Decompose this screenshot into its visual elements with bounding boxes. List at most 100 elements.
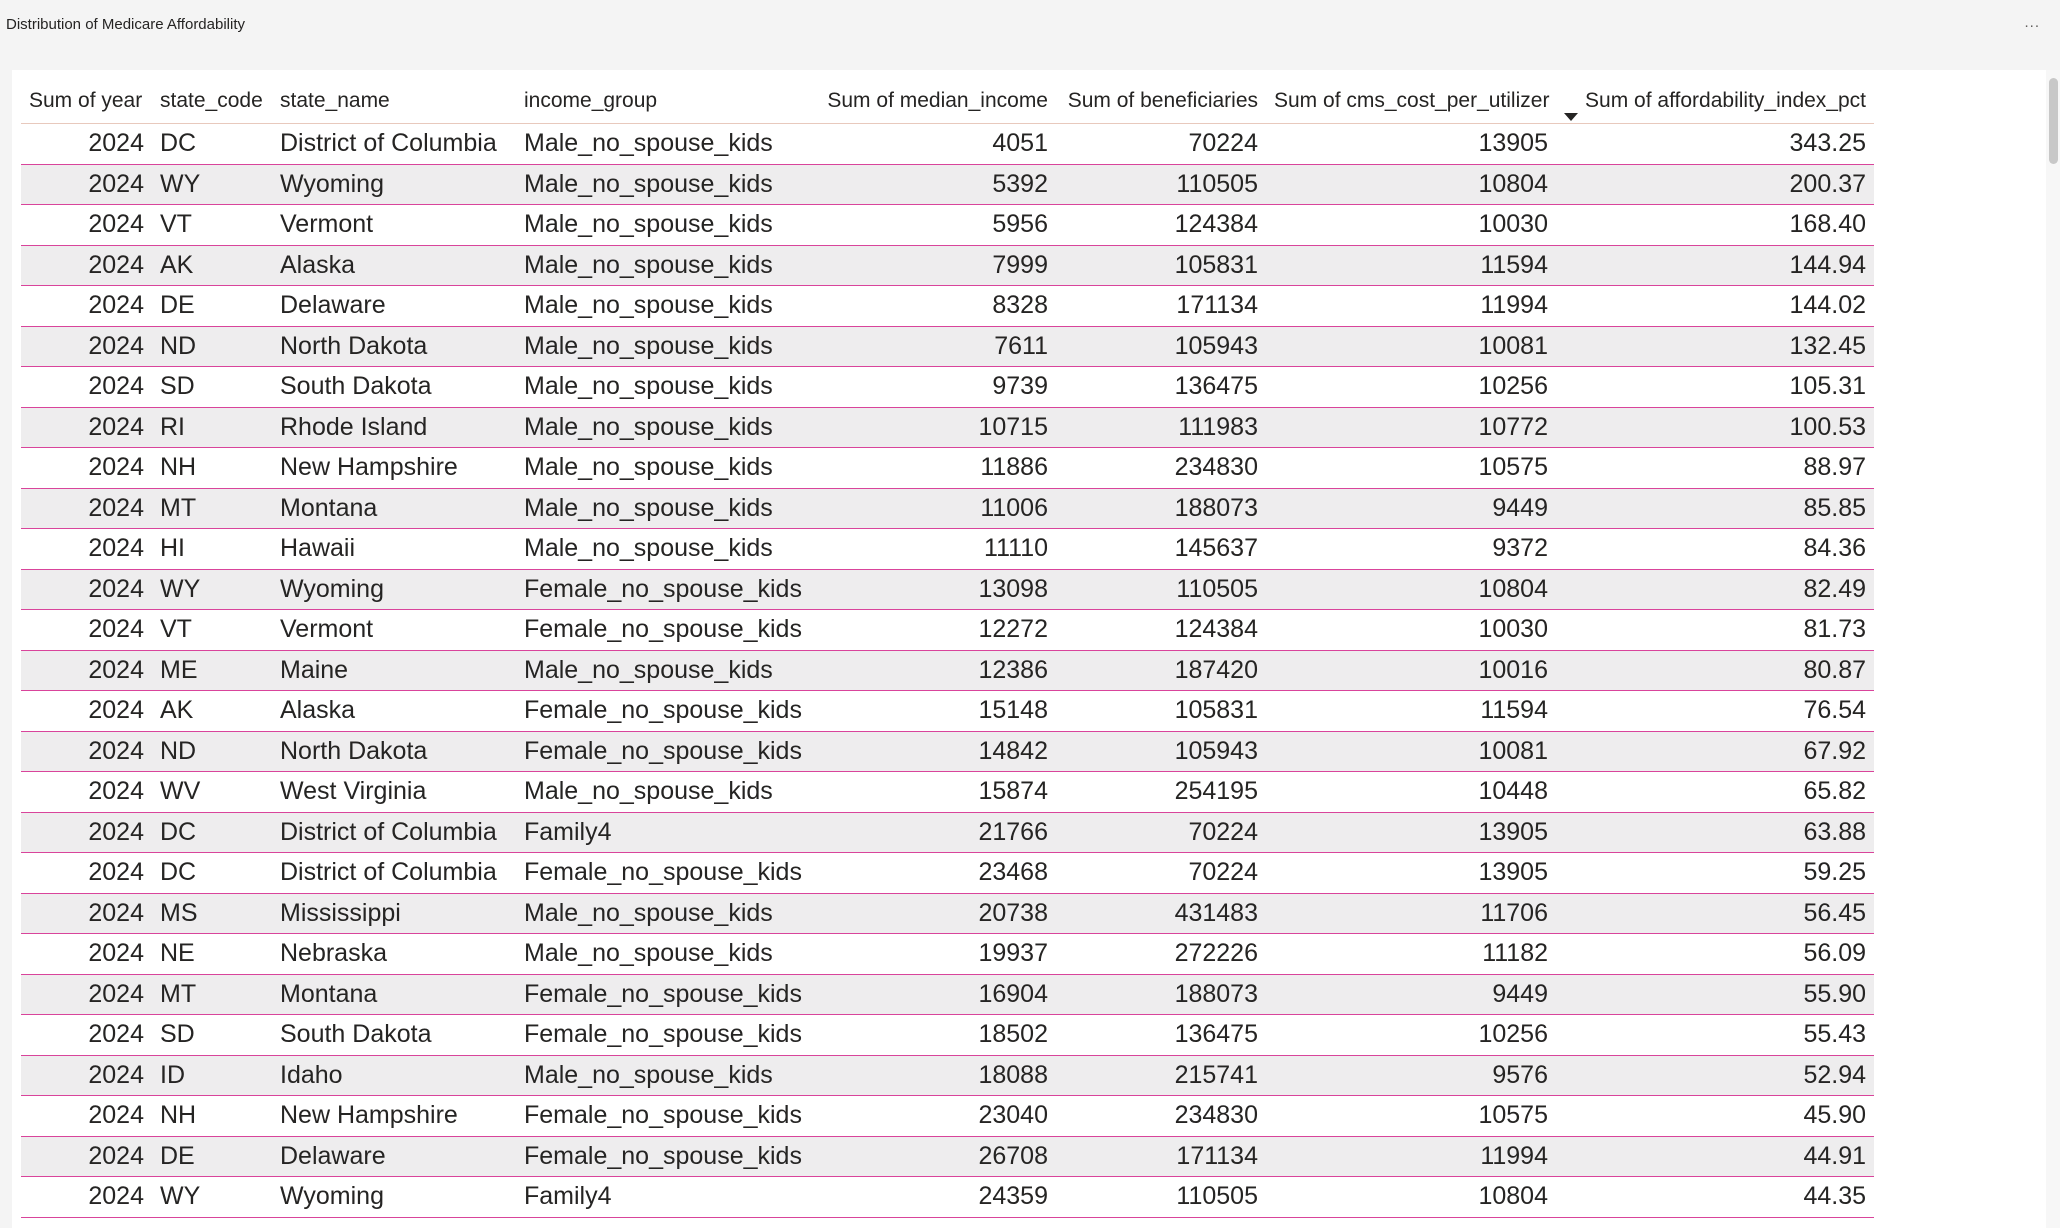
cell-median-income: 23040 [816, 1095, 1056, 1137]
cell-median-income: 11110 [816, 528, 1056, 570]
cell-cms-cost: 10448 [1266, 771, 1556, 813]
cell-beneficiaries: 171134 [1056, 285, 1266, 327]
cell-state-name: District of Columbia [272, 852, 516, 894]
cell-median-income: 4051 [816, 123, 1056, 165]
table-row[interactable]: 2024 NH New Hampshire Male_no_spouse_kids 11… [21, 447, 1874, 489]
cell-state-code: AK [152, 245, 272, 286]
cell-income-group: Male_no_spouse_kids [516, 123, 816, 165]
cell-income-group: Female_no_spouse_kids [516, 1136, 816, 1177]
table-row[interactable]: 2024 NE Nebraska Male_no_spouse_kids 19937 27… [21, 933, 1874, 975]
cell-state-name: Rhode Island [272, 407, 516, 448]
table-row[interactable]: 2024 VT Vermont Male_no_spouse_kids 5956 1243… [21, 204, 1874, 246]
table-row[interactable]: 2024 MT Montana Female_no_spouse_kids 16904 1… [21, 974, 1874, 1015]
table-row[interactable]: 2024 RI Rhode Island Male_no_spouse_kids 107… [21, 407, 1874, 448]
table-row[interactable]: 2024 SD South Dakota Male_no_spouse_kids 973… [21, 366, 1874, 408]
cell-median-income: 14842 [816, 731, 1056, 772]
table-row[interactable]: 2024 WY Wyoming Family4 24359 110505 10804 44.3… [21, 1176, 1874, 1218]
cell-beneficiaries: 171134 [1056, 1136, 1266, 1177]
cell-year: 2024 [21, 285, 152, 327]
column-header-state-name[interactable]: state_name [272, 79, 516, 124]
column-header-state-code[interactable]: state_code [152, 79, 272, 124]
table-row[interactable]: 2024 WY Wyoming Female_no_spouse_kids 13098 1… [21, 569, 1874, 610]
table-row[interactable]: 2024 ND North Dakota Male_no_spouse_kids 761… [21, 326, 1874, 367]
cell-income-group: Female_no_spouse_kids [516, 731, 816, 772]
cell-beneficiaries: 254195 [1056, 771, 1266, 813]
column-header-cms-cost[interactable]: Sum of cms_cost_per_utilizer [1266, 79, 1556, 124]
cell-cms-cost: 9576 [1266, 1055, 1556, 1096]
cell-year: 2024 [21, 731, 152, 772]
column-header-affordability-index[interactable]: Sum of affordability_index_pct [1556, 79, 1874, 124]
table-row[interactable]: 2024 HI Hawaii Male_no_spouse_kids 11110 1456… [21, 528, 1874, 570]
cell-income-group: Family4 [516, 1176, 816, 1218]
table-row[interactable]: 2024 AK Alaska Male_no_spouse_kids 7999 10583… [21, 245, 1874, 286]
vertical-scrollbar[interactable] [2046, 70, 2060, 1228]
table-row[interactable]: 2024 DC District of Columbia Female_no_spou… [21, 852, 1874, 894]
cell-state-name: Maine [272, 650, 516, 691]
cell-median-income: 5956 [816, 204, 1056, 246]
cell-affordability-index: 65.82 [1556, 771, 1874, 813]
cell-affordability-index: 82.49 [1556, 569, 1874, 610]
column-header-beneficiaries[interactable]: Sum of beneficiaries [1056, 79, 1266, 124]
cell-year: 2024 [21, 690, 152, 732]
table-row[interactable]: 2024 VT Vermont Female_no_spouse_kids 12272 1… [21, 609, 1874, 651]
column-header-median-income[interactable]: Sum of median_income [816, 79, 1056, 124]
cell-affordability-index: 56.09 [1556, 933, 1874, 975]
scrollbar-thumb[interactable] [2049, 78, 2058, 164]
table-row[interactable]: 2024 MS Mississippi Male_no_spouse_kids 2073… [21, 893, 1874, 934]
cell-median-income: 9739 [816, 366, 1056, 408]
cell-state-code: SD [152, 366, 272, 408]
cell-median-income: 18502 [816, 1014, 1056, 1056]
cell-median-income: 11886 [816, 447, 1056, 489]
cell-cms-cost: 11594 [1266, 690, 1556, 732]
cell-beneficiaries: 105831 [1056, 690, 1266, 732]
cell-state-code: RI [152, 407, 272, 448]
table-row[interactable]: 2024 ND North Dakota Female_no_spouse_kids 1… [21, 731, 1874, 772]
column-header-income-group[interactable]: income_group [516, 79, 816, 124]
cell-cms-cost: 9372 [1266, 528, 1556, 570]
more-options-button[interactable]: ... [2024, 14, 2040, 31]
table-row[interactable]: 2024 NH New Hampshire Female_no_spouse_kids… [21, 1095, 1874, 1137]
cell-year: 2024 [21, 1014, 152, 1056]
column-header-sum-of-year[interactable]: Sum of year [21, 79, 152, 124]
cell-year: 2024 [21, 528, 152, 570]
cell-beneficiaries: 234830 [1056, 1095, 1266, 1137]
table-row[interactable]: 2024 WY Wyoming Male_no_spouse_kids 5392 1105… [21, 164, 1874, 205]
cell-cms-cost: 11994 [1266, 1136, 1556, 1177]
table-row[interactable]: 2024 DE Delaware Male_no_spouse_kids 8328 171… [21, 285, 1874, 327]
cell-cms-cost: 11182 [1266, 933, 1556, 975]
cell-state-code: VT [152, 204, 272, 246]
cell-year: 2024 [21, 245, 152, 286]
table-row[interactable]: 2024 MT Montana Male_no_spouse_kids 11006 188… [21, 488, 1874, 529]
cell-beneficiaries: 105831 [1056, 245, 1266, 286]
cell-state-name: Idaho [272, 1055, 516, 1096]
cell-cms-cost: 10030 [1266, 609, 1556, 651]
table-row[interactable]: 2024 SD South Dakota Female_no_spouse_kids 1… [21, 1014, 1874, 1056]
table-row[interactable]: 2024 ID Idaho Male_no_spouse_kids 18088 21574… [21, 1055, 1874, 1096]
cell-state-name: South Dakota [272, 366, 516, 408]
cell-state-code: MT [152, 488, 272, 529]
cell-cms-cost: 13905 [1266, 123, 1556, 165]
table-row[interactable]: 2024 AK Alaska Female_no_spouse_kids 15148 10… [21, 690, 1874, 732]
table-row[interactable]: 2024 ME Maine Male_no_spouse_kids 12386 18742… [21, 650, 1874, 691]
cell-beneficiaries: 110505 [1056, 1176, 1266, 1218]
cell-state-code: ND [152, 731, 272, 772]
cell-state-code: ME [152, 650, 272, 691]
cell-income-group: Male_no_spouse_kids [516, 407, 816, 448]
cell-cms-cost: 10804 [1266, 569, 1556, 610]
table-row[interactable]: 2024 WV West Virginia Male_no_spouse_kids 15… [21, 771, 1874, 813]
cell-income-group: Male_no_spouse_kids [516, 893, 816, 934]
cell-state-code: SD [152, 1014, 272, 1056]
cell-state-name: Alaska [272, 245, 516, 286]
cell-state-name: New Hampshire [272, 1095, 516, 1137]
table-row[interactable]: 2024 DC District of Columbia Family4 21766 70… [21, 812, 1874, 853]
cell-state-name: Vermont [272, 609, 516, 651]
cell-state-name: Delaware [272, 285, 516, 327]
table-row[interactable]: 2024 DE Delaware Female_no_spouse_kids 26708… [21, 1136, 1874, 1177]
cell-state-code: MS [152, 893, 272, 934]
cell-median-income: 10715 [816, 407, 1056, 448]
table-row[interactable]: 2024 DC District of Columbia Male_no_spouse… [21, 123, 1874, 165]
table-header: Sum of year state_code state_name income… [21, 79, 1874, 124]
cell-income-group: Male_no_spouse_kids [516, 285, 816, 327]
cell-income-group: Male_no_spouse_kids [516, 164, 816, 205]
cell-beneficiaries: 136475 [1056, 1014, 1266, 1056]
